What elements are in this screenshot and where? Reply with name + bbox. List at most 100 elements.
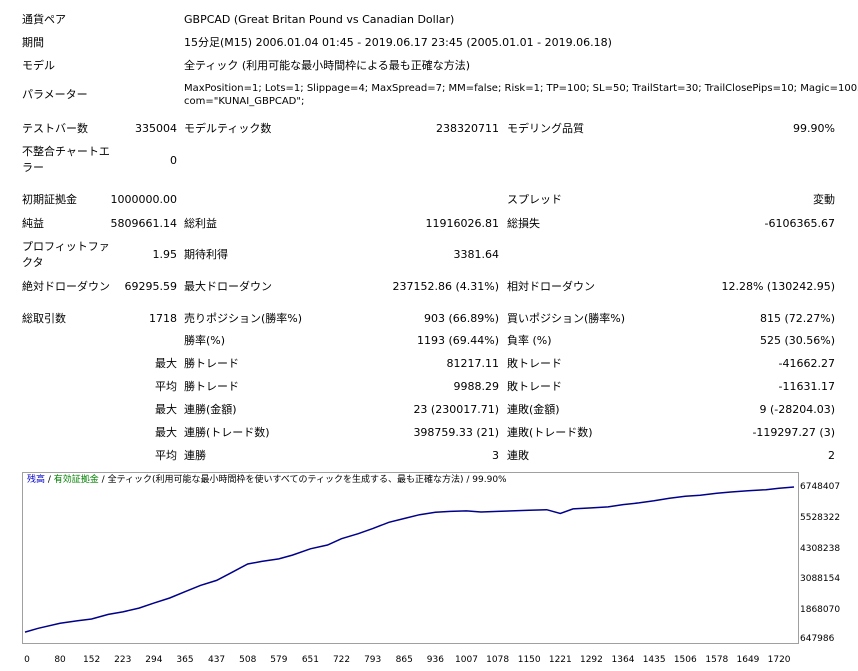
win-value: 1193 (69.44%) xyxy=(416,334,499,347)
y-tick-label: 1868070 xyxy=(800,605,841,616)
avg-cons-wins-label: 連勝 xyxy=(184,449,206,462)
legend-equity: 有効証拠金 xyxy=(53,475,99,485)
max-prefix-3: 最大 xyxy=(155,426,177,439)
mismatch-label-2: ラー xyxy=(22,161,44,174)
params-label: パラメーター xyxy=(22,88,88,101)
max-cons-losses-label: 連敗(金額) xyxy=(507,403,560,416)
rel-dd-value: 12.28% (130242.95) xyxy=(721,280,835,293)
loss-label: 負率 (%) xyxy=(507,334,552,347)
y-tick-label: 3088154 xyxy=(800,574,841,585)
mismatch-value: 0 xyxy=(170,154,177,167)
largest-loss-value: -41662.27 xyxy=(778,357,835,370)
gross-loss-label: 総損失 xyxy=(507,217,540,230)
x-tick-label: 579 xyxy=(270,655,288,665)
avg-loss-value: -11631.17 xyxy=(778,380,835,393)
x-tick-label: 294 xyxy=(145,655,163,665)
long-label: 買いポジション(勝率%) xyxy=(507,312,626,325)
max-dd-label: 最大ドローダウン xyxy=(184,280,272,293)
largest-win-value: 81217.11 xyxy=(446,357,500,370)
max-cons-loss-label: 連敗(トレード数) xyxy=(507,426,593,439)
period-label: 期間 xyxy=(22,36,44,49)
rel-dd-label: 相対ドローダウン xyxy=(507,280,595,293)
max-prefix: 最大 xyxy=(155,357,177,370)
model-label: モデル xyxy=(22,59,55,72)
x-tick-label: 365 xyxy=(176,655,194,665)
net-label: 純益 xyxy=(22,217,44,230)
x-tick-label: 1221 xyxy=(548,655,572,665)
short-label: 売りポジション(勝率%) xyxy=(184,312,303,325)
x-tick-label: 508 xyxy=(239,655,257,665)
abs-dd-value: 69295.59 xyxy=(124,280,178,293)
max-cons-profit-value: 398759.33 (21) xyxy=(413,426,499,439)
net-value: 5809661.14 xyxy=(110,217,177,230)
x-tick-label: 1720 xyxy=(767,655,791,665)
x-tick-label: 1649 xyxy=(736,655,760,665)
x-tick-label: 651 xyxy=(301,655,319,665)
largest-win-label: 勝トレード xyxy=(184,357,239,370)
pf-value: 1.95 xyxy=(152,248,178,261)
avg-win-value: 9988.29 xyxy=(453,380,500,393)
y-tick-label: 5528322 xyxy=(800,512,841,523)
x-tick-label: 152 xyxy=(83,655,101,665)
x-tick-label: 1150 xyxy=(517,655,541,665)
chart-plot-area xyxy=(24,486,795,633)
x-tick-label: 793 xyxy=(364,655,382,665)
x-tick-label: 1578 xyxy=(705,655,729,665)
x-tick-label: 1435 xyxy=(642,655,666,665)
avg-cons-wins-value: 3 xyxy=(492,449,499,462)
x-tick-label: 437 xyxy=(207,655,226,665)
x-tick-label: 865 xyxy=(395,655,413,665)
gross-profit-value: 11916026.81 xyxy=(425,217,499,230)
loss-value: 525 (30.56%) xyxy=(759,334,835,347)
gross-profit-label: 総利益 xyxy=(184,217,217,230)
largest-loss-label: 敗トレード xyxy=(507,357,562,370)
legend-sep-1: / xyxy=(45,475,54,485)
avg-loss-label: 敗トレード xyxy=(507,380,562,393)
x-tick-label: 1506 xyxy=(673,655,697,665)
x-tick-label: 1292 xyxy=(579,655,603,665)
pf-label-2: クタ xyxy=(22,256,44,269)
max-cons-losses-value: 9 (-28204.03) xyxy=(759,403,835,416)
legend-sep-2: / xyxy=(98,475,108,485)
quality-label: モデリング品質 xyxy=(507,122,584,135)
x-tick-label: 1364 xyxy=(611,655,635,665)
x-tick-label: 722 xyxy=(332,655,351,665)
short-value: 903 (66.89%) xyxy=(423,312,499,325)
avg-cons-losses-value: 2 xyxy=(828,449,835,462)
spread-value: 変動 xyxy=(813,193,835,206)
balance-chart: 残高 / 有効証拠金 / 全ティック(利用可能な最小時間枠を使いすべてのティック… xyxy=(22,472,799,644)
params-line1: MaxPosition=1; Lots=1; Slippage=4; MaxSp… xyxy=(184,83,858,94)
long-value: 815 (72.27%) xyxy=(759,312,835,325)
legend-model: 全ティック(利用可能な最小時間枠を使いすべてのティックを生成する、最も正確な方法… xyxy=(107,475,464,485)
quality-value: 99.90% xyxy=(793,122,835,135)
symbol-value: GBPCAD (Great Britan Pound vs Canadian D… xyxy=(184,13,455,26)
total-trades-label: 総取引数 xyxy=(22,312,66,325)
bars-value: 335004 xyxy=(135,122,177,135)
ticks-label: モデルティック数 xyxy=(184,122,272,135)
mismatch-label-1: 不整合チャートエ xyxy=(22,145,110,158)
x-tick-label: 80 xyxy=(54,655,66,665)
gross-loss-value: -6106365.67 xyxy=(764,217,835,230)
period-value: 15分足(M15) 2006.01.04 01:45 - 2019.06.17 … xyxy=(184,36,612,49)
y-tick-label: 6748407 xyxy=(800,482,841,492)
deposit-label: 初期証拠金 xyxy=(22,193,77,206)
model-value: 全ティック (利用可能な最小時間枠による最も正確な方法) xyxy=(184,59,471,72)
bars-label: テストバー数 xyxy=(22,122,88,135)
x-tick-label: 1078 xyxy=(486,655,510,665)
max-cons-wins-label: 連勝(金額) xyxy=(184,403,237,416)
max-cons-profit-label: 連勝(トレード数) xyxy=(184,426,270,439)
avg-win-label: 勝トレード xyxy=(184,380,239,393)
legend-balance: 残高 xyxy=(27,475,46,485)
expected-label: 期待利得 xyxy=(184,248,228,261)
deposit-value: 1000000.00 xyxy=(110,193,177,206)
symbol-label: 通貨ペア xyxy=(22,13,66,26)
y-tick-label: 647986 xyxy=(800,634,835,644)
chart-legend: 残高 / 有効証拠金 / 全ティック(利用可能な最小時間枠を使いすべてのティック… xyxy=(27,475,507,486)
win-label: 勝率(%) xyxy=(184,334,226,347)
y-tick-label: 4308238 xyxy=(800,543,841,554)
legend-sep-3: / xyxy=(463,475,473,485)
x-tick-label: 223 xyxy=(114,655,132,665)
balance-line xyxy=(24,486,795,633)
total-trades-value: 1718 xyxy=(149,312,177,325)
max-cons-loss-value: -119297.27 (3) xyxy=(752,426,835,439)
